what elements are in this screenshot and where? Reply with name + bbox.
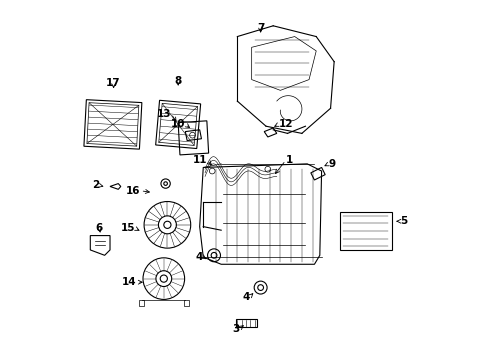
Text: 16: 16: [126, 186, 140, 196]
Text: 2: 2: [92, 180, 99, 190]
Text: 4: 4: [196, 252, 203, 262]
Text: 7: 7: [256, 23, 264, 33]
Text: 6: 6: [96, 224, 102, 233]
Bar: [235, 319, 257, 327]
Text: 17: 17: [106, 78, 121, 88]
Text: 10: 10: [170, 120, 185, 129]
Text: 14: 14: [122, 277, 137, 287]
Text: 9: 9: [328, 159, 335, 169]
Text: 13: 13: [156, 109, 171, 119]
Text: 15: 15: [121, 224, 135, 233]
Text: 1: 1: [285, 155, 292, 165]
Text: 5: 5: [400, 216, 407, 226]
Text: 3: 3: [231, 324, 239, 334]
Text: 4: 4: [242, 292, 249, 302]
Text: 8: 8: [174, 76, 182, 86]
Bar: [339, 212, 391, 250]
Text: 11: 11: [192, 155, 206, 165]
Text: 12: 12: [278, 120, 292, 129]
